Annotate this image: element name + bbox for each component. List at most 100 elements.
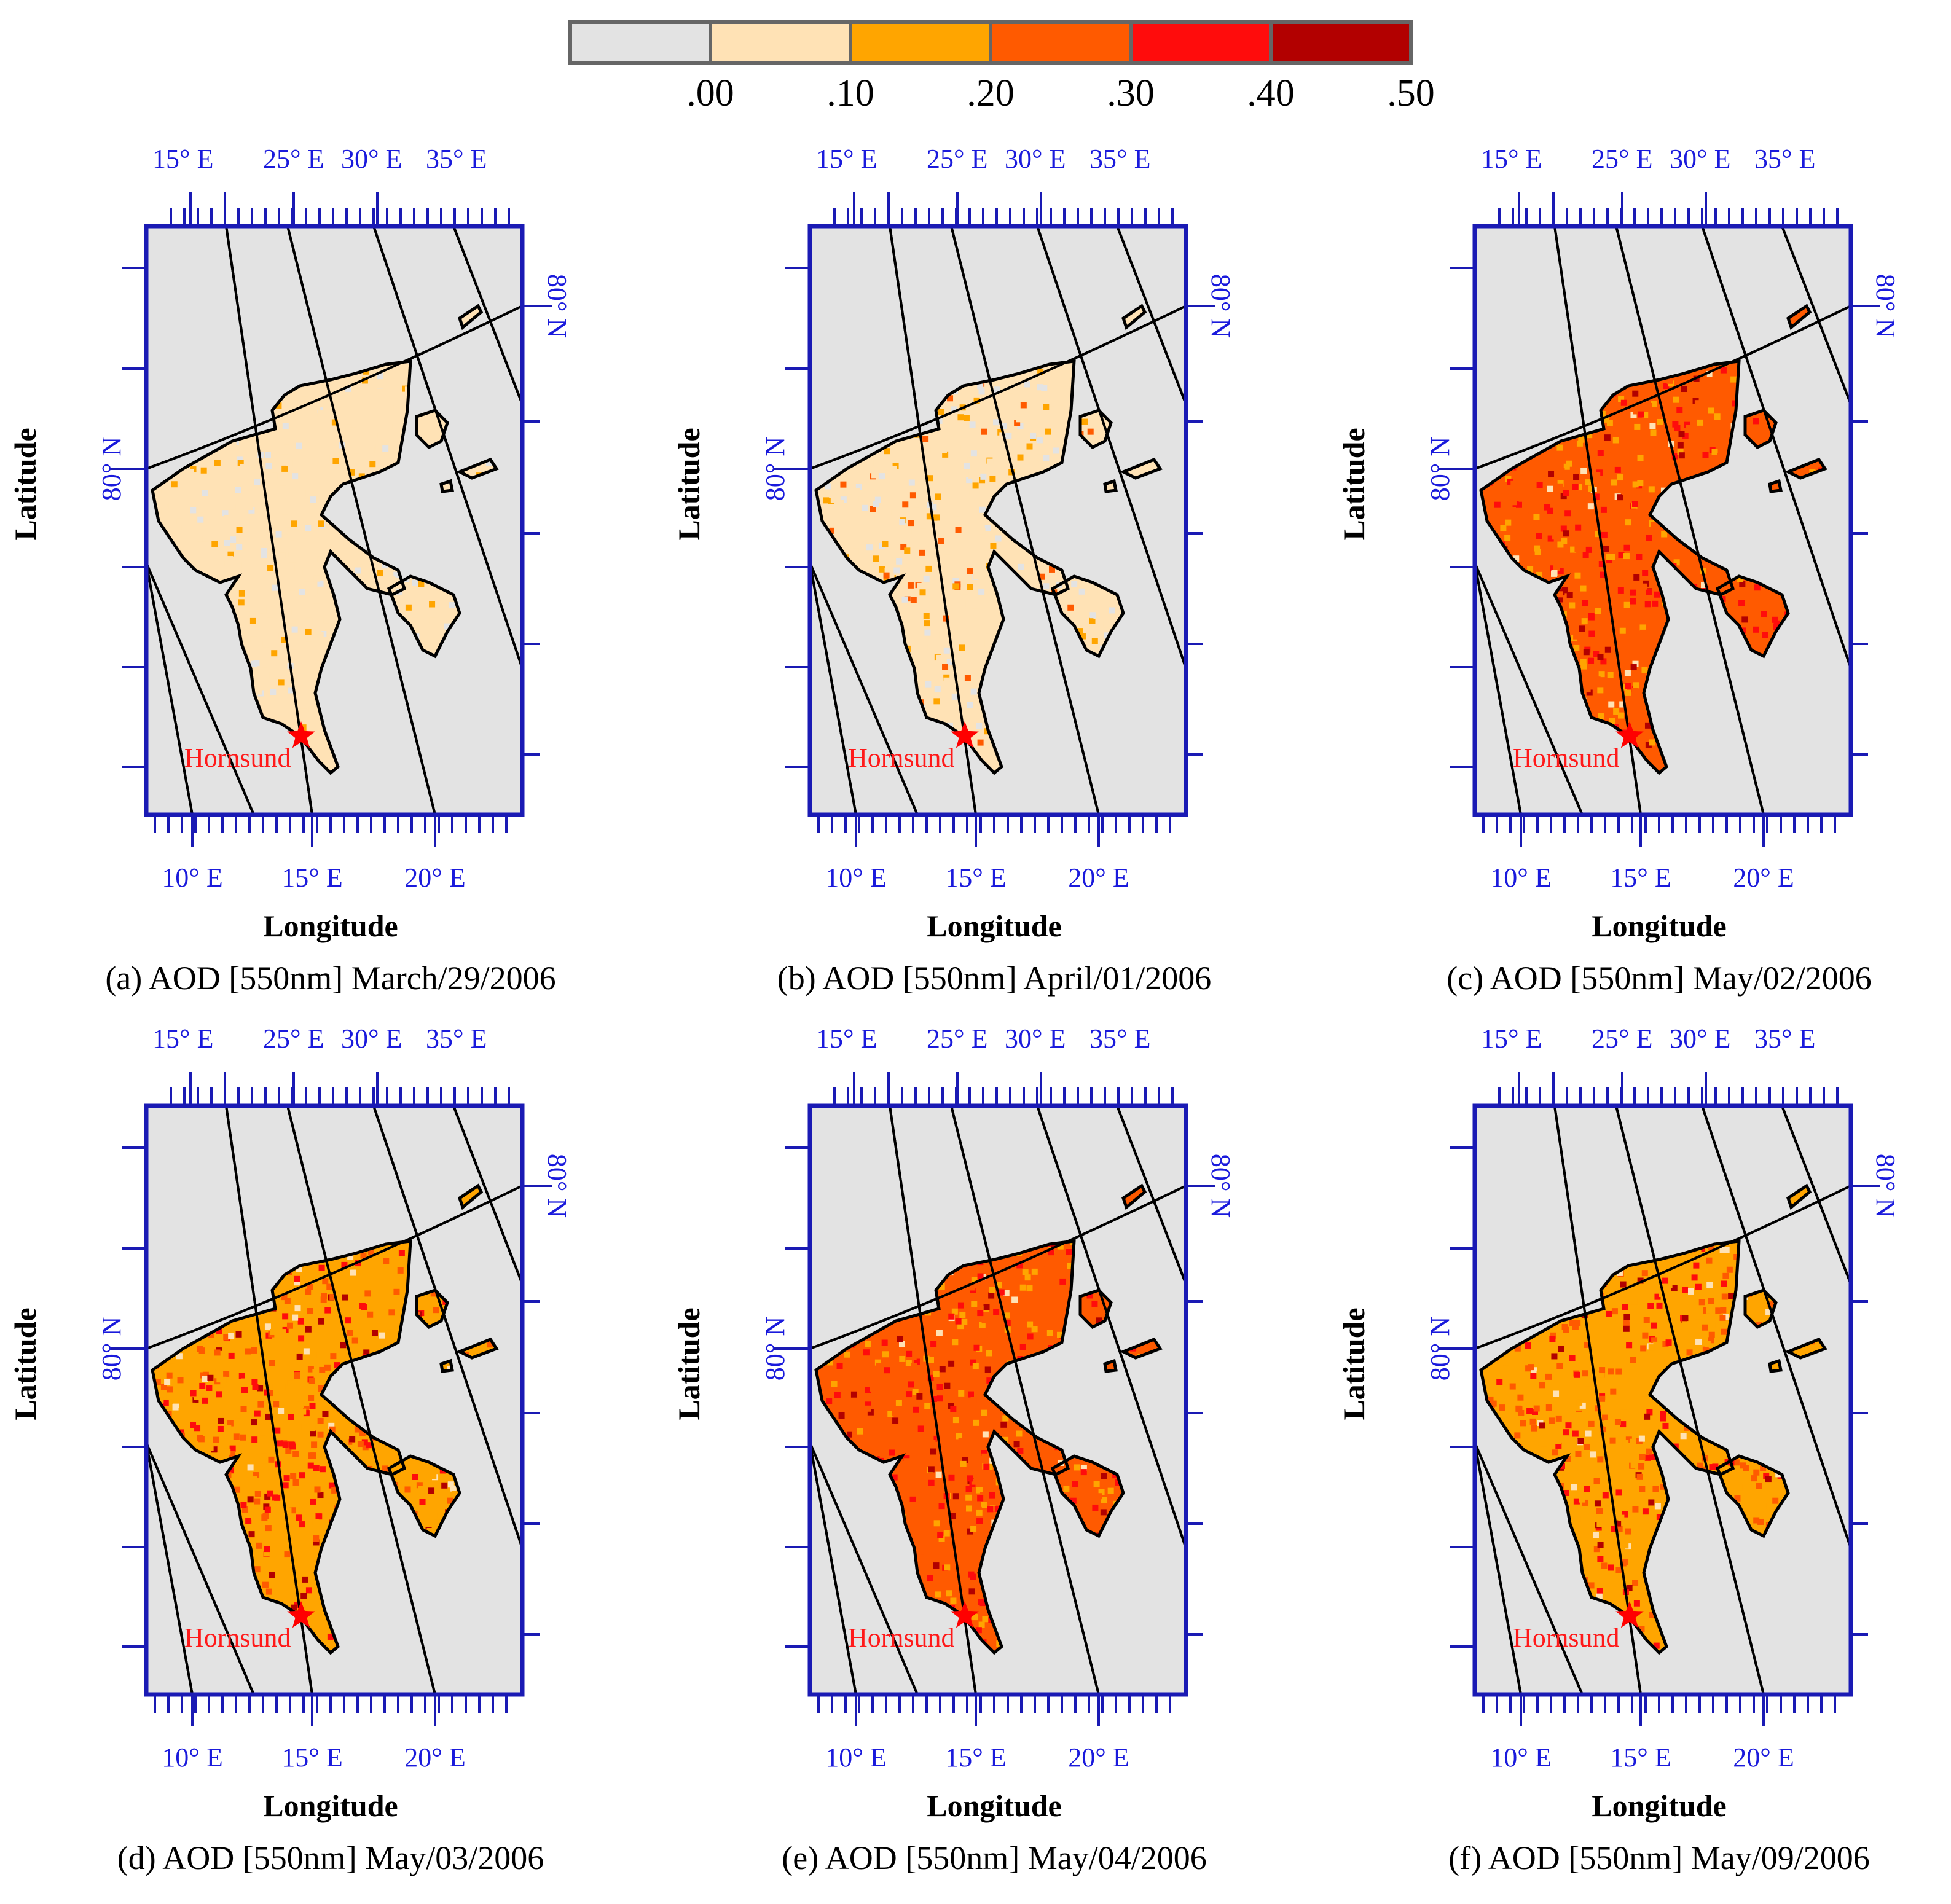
right-tick-label: 80° N [1871,274,1901,338]
panel-caption: (c) AOD [550nm] May/02/2006 [1447,960,1871,997]
ylabel: Latitude [8,428,42,540]
ylabel: Latitude [672,428,706,540]
map-panel-b: Hornsund 15° E 25° E 30° E 35° E 10° E 15° E 20… [672,144,1236,997]
panel-caption: (a) AOD [550nm] March/29/2006 [105,960,555,997]
left-tick-label: 80° N [1425,437,1455,501]
top-tick-label: 30° E [1005,144,1066,174]
xlabel: Longitude [927,909,1062,943]
top-tick-label: 15° E [1481,144,1542,174]
top-tick-label: 35° E [1089,1024,1150,1054]
colorbar-label: .00 [686,72,734,114]
left-tick-label: 80° N [96,1317,127,1381]
star-icon [287,1601,315,1628]
top-tick-label: 30° E [341,1024,402,1054]
top-tick-label: 30° E [1005,1024,1066,1054]
station-label: Hornsund [1513,1623,1620,1653]
top-tick-label: 25° E [263,144,324,174]
panel-caption: (e) AOD [550nm] May/04/2006 [782,1839,1206,1876]
panel-caption: (f) AOD [550nm] May/09/2006 [1448,1839,1869,1876]
bottom-tick-label: 15° E [281,1742,342,1773]
coastline [151,304,499,775]
graticule [809,225,1187,815]
top-tick-label: 25° E [263,1024,324,1054]
star-icon [951,1601,979,1628]
bottom-tick-label: 15° E [281,863,342,893]
coastline [1479,304,1827,775]
graticule [145,225,524,815]
colorbar-label: .50 [1387,72,1435,114]
panel-caption: (b) AOD [550nm] April/01/2006 [777,960,1211,997]
station-label: Hornsund [848,1623,955,1653]
ylabel: Latitude [1337,428,1371,540]
bottom-tick-label: 20° E [404,863,465,893]
station-label: Hornsund [848,743,955,773]
top-tick-label: 25° E [1592,144,1652,174]
bottom-tick-label: 10° E [162,863,222,893]
right-tick-label: 80° N [542,274,572,338]
bottom-tick-label: 10° E [1490,863,1551,893]
bottom-tick-label: 10° E [1490,1742,1551,1773]
station-label: Hornsund [1513,743,1620,773]
colorbar-label: .20 [967,72,1015,114]
bottom-tick-label: 20° E [1733,1742,1794,1773]
xlabel: Longitude [1592,909,1727,943]
top-tick-label: 35° E [426,1024,487,1054]
map-panel-e: Hornsund 15° E 25° E 30° E 35° E 10° E 15° E 20… [672,1024,1236,1876]
top-tick-label: 25° E [927,1024,987,1054]
top-tick-label: 30° E [1670,144,1730,174]
bottom-tick-label: 10° E [825,863,886,893]
colorbar-label: .10 [826,72,874,114]
bottom-tick-label: 15° E [945,1742,1006,1773]
graticule [809,1105,1187,1695]
coastline [814,1183,1163,1655]
top-tick-label: 15° E [1481,1024,1542,1054]
bottom-tick-label: 20° E [1733,863,1794,893]
coastline [1479,1183,1827,1655]
coastline [151,1183,499,1655]
colorbar-bin-4 [1129,20,1273,65]
top-tick-label: 25° E [1592,1024,1652,1054]
star-icon [287,721,315,748]
xlabel: Longitude [1592,1788,1727,1823]
left-tick-label: 80° N [760,1317,790,1381]
left-tick-label: 80° N [1425,1317,1455,1381]
station-label: Hornsund [184,743,291,773]
bottom-tick-label: 15° E [1610,1742,1671,1773]
ylabel: Latitude [8,1307,42,1420]
bottom-tick-label: 20° E [404,1742,465,1773]
top-tick-label: 35° E [1089,144,1150,174]
graticule [1474,1105,1852,1695]
right-tick-label: 80° N [1206,274,1236,338]
coastline [814,304,1163,775]
left-tick-label: 80° N [96,437,127,501]
star-icon [1615,1601,1644,1628]
xlabel: Longitude [927,1788,1062,1823]
bottom-tick-label: 10° E [162,1742,222,1773]
bottom-tick-label: 10° E [825,1742,886,1773]
bottom-tick-label: 20° E [1068,863,1129,893]
left-tick-label: 80° N [760,437,790,501]
ylabel: Latitude [1337,1307,1371,1420]
xlabel: Longitude [263,1788,398,1823]
right-tick-label: 80° N [1206,1154,1236,1218]
star-icon [951,721,979,748]
top-tick-label: 15° E [816,1024,877,1054]
aod-colorbar: .00 .10 .20 .30 .40 .50 [568,20,1435,114]
bottom-tick-label: 15° E [945,863,1006,893]
top-tick-label: 15° E [152,144,213,174]
bottom-tick-label: 20° E [1068,1742,1129,1773]
top-tick-label: 35° E [1754,144,1815,174]
colorbar-bin-2 [849,20,992,65]
colorbar-label: .30 [1107,72,1155,114]
right-tick-label: 80° N [542,1154,572,1218]
colorbar-label: .40 [1247,72,1295,114]
top-tick-label: 35° E [1754,1024,1815,1054]
colorbar-bin-0 [568,20,712,65]
aod-panels: Hornsund 15° E 25° E 30° E 35° E 10° E 15° E 20… [8,144,1901,1876]
graticule [1474,225,1852,815]
top-tick-label: 35° E [426,144,487,174]
map-panel-a: Hornsund 15° E 25° E 30° E 35° E 10° E 15° E 20… [8,144,572,997]
map-panel-f: Hornsund 15° E 25° E 30° E 35° E 10° E 15° E 20… [1337,1024,1901,1876]
colorbar-bin-5 [1269,20,1413,65]
